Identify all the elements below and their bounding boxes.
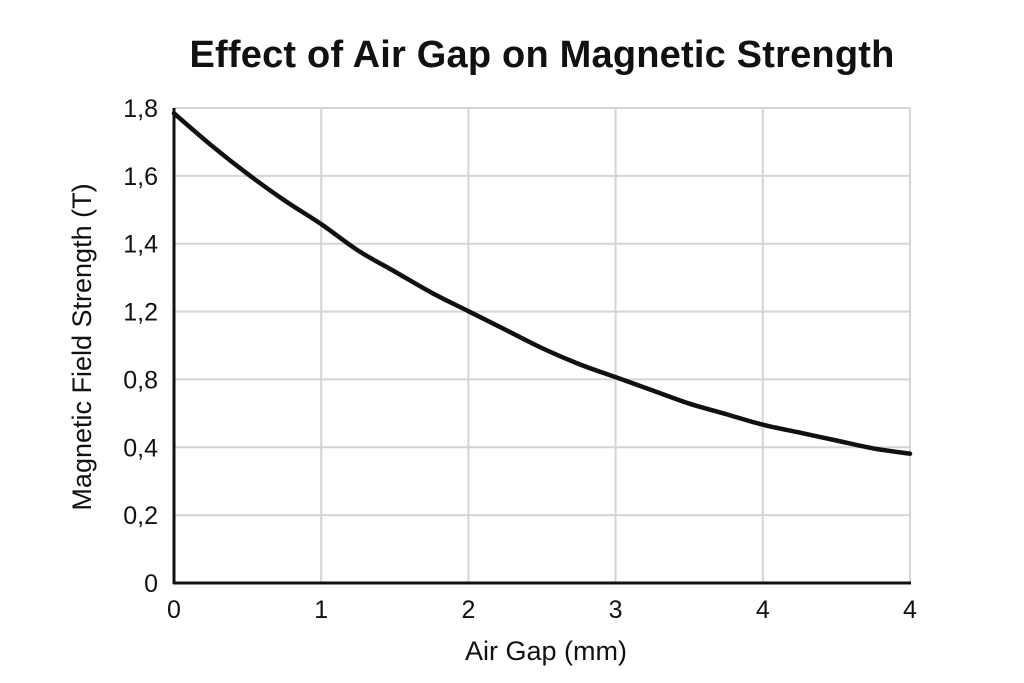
x-tick-label: 3	[609, 596, 623, 624]
y-tick-label: 0,8	[123, 366, 158, 394]
axes	[172, 108, 911, 585]
x-tick-label: 1	[314, 596, 328, 624]
x-tick-label: 4	[756, 596, 770, 624]
grid	[174, 107, 911, 583]
x-tick-label: 4	[903, 596, 917, 624]
x-axis-label: Air Gap (mm)	[465, 636, 627, 666]
y-tick-label: 1,4	[123, 231, 158, 259]
y-tick-label: 1,6	[123, 163, 158, 191]
y-tick-label: 1,2	[123, 299, 158, 327]
y-tick-label: 0	[144, 570, 158, 598]
series-line-0	[171, 111, 913, 456]
x-tick-label: 0	[167, 596, 181, 624]
chart-title: Effect of Air Gap on Magnetic Strength	[189, 34, 895, 76]
tick-labels: 0 0,2 0,4 0,8 1,2 1,4 1,6 1,8 0 1 2 3 4 4	[123, 95, 917, 624]
y-tick-label: 0,2	[123, 502, 158, 530]
x-tick-label: 2	[461, 596, 475, 624]
series-layer	[171, 111, 913, 456]
y-axis-label: Magnetic Field Strength (T)	[67, 183, 97, 510]
y-tick-label: 1,8	[123, 95, 158, 123]
y-tick-label: 0,4	[123, 434, 158, 462]
